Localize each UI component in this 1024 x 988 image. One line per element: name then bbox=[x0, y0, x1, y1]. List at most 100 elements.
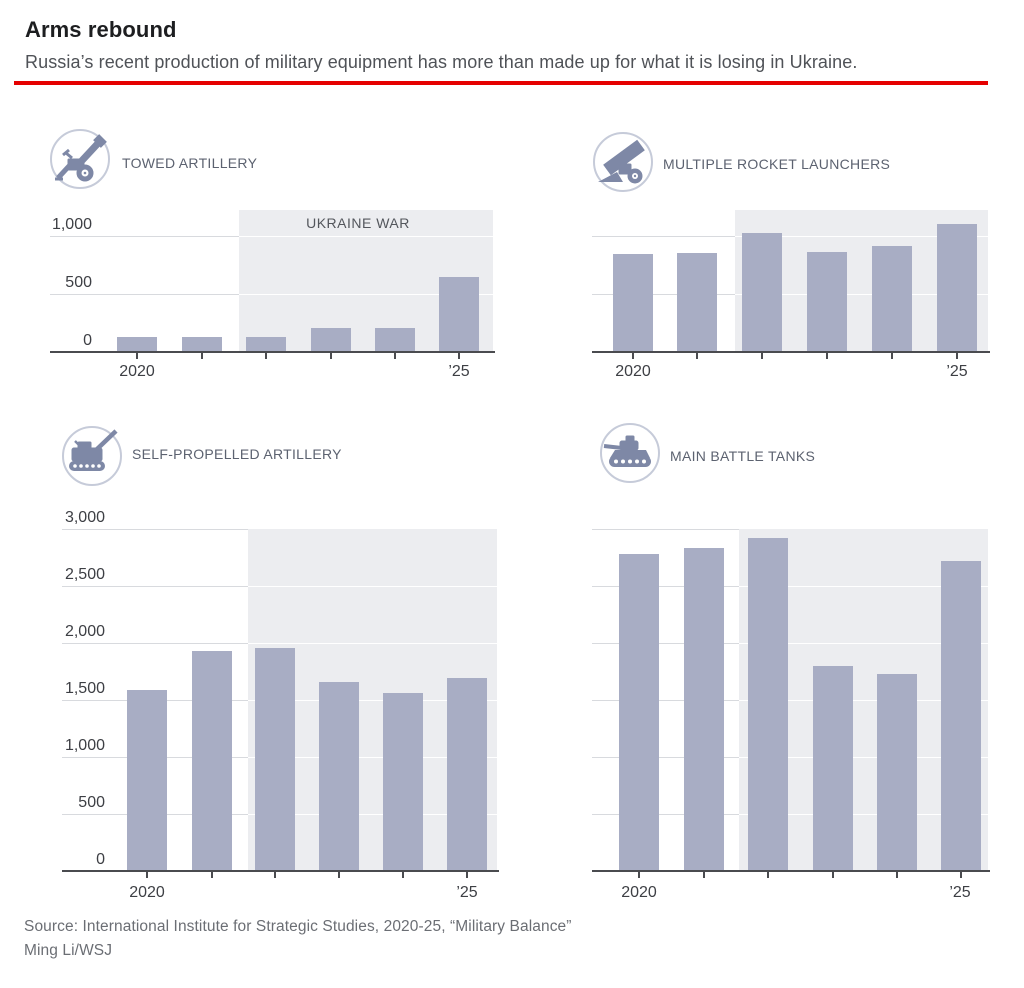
bar-2024 bbox=[375, 328, 415, 352]
axis-tick bbox=[274, 872, 276, 878]
axis-tick bbox=[767, 872, 769, 878]
axis-tick bbox=[466, 872, 468, 878]
bar-2022 bbox=[255, 648, 295, 871]
x-axis-label: ’25 bbox=[949, 884, 971, 901]
bar-2021 bbox=[677, 253, 717, 352]
bar-2023 bbox=[813, 666, 853, 871]
main-battle-tank-icon bbox=[600, 423, 660, 483]
accent-rule bbox=[14, 81, 988, 85]
axis-baseline bbox=[50, 351, 495, 353]
self-propelled-artillery-icon bbox=[62, 426, 122, 486]
bar-2023 bbox=[807, 252, 847, 352]
axis-tick bbox=[761, 353, 763, 359]
y-axis-label: 3,000 bbox=[64, 509, 105, 526]
multiple-rocket-launcher-icon bbox=[593, 132, 653, 192]
bar-2021 bbox=[182, 337, 222, 352]
axis-tick bbox=[891, 353, 893, 359]
bar-2023 bbox=[319, 682, 359, 871]
chart-title-self-propelled-artillery: SELF-PROPELLED ARTILLERY bbox=[132, 446, 342, 462]
bar-2024 bbox=[383, 693, 423, 871]
bar-2024 bbox=[877, 674, 917, 871]
bar-2020 bbox=[619, 554, 659, 871]
towed-artillery-icon bbox=[50, 129, 110, 189]
page-title: Arms rebound bbox=[25, 17, 177, 42]
y-axis-label: 1,000 bbox=[64, 737, 105, 754]
axis-tick bbox=[458, 353, 460, 359]
bar-2022 bbox=[246, 337, 286, 352]
bar-2020 bbox=[127, 690, 167, 871]
bar-2021 bbox=[684, 548, 724, 871]
bar-2025 bbox=[447, 678, 487, 871]
gridline-in-shading bbox=[735, 293, 988, 295]
axis-tick bbox=[696, 353, 698, 359]
axis-tick bbox=[338, 872, 340, 878]
y-axis-label: 0 bbox=[96, 851, 105, 868]
source-line: Source: International Institute for Stra… bbox=[24, 918, 572, 935]
credit-line: Ming Li/WSJ bbox=[24, 942, 113, 959]
chart-title-multiple-rocket-launchers: MULTIPLE ROCKET LAUNCHERS bbox=[663, 156, 891, 172]
axis-tick bbox=[638, 872, 640, 878]
gridline-in-shading bbox=[739, 700, 988, 701]
axis-baseline bbox=[592, 870, 990, 872]
gridline-in-shading bbox=[248, 586, 497, 587]
gridline-in-shading bbox=[739, 643, 988, 644]
axis-tick bbox=[265, 353, 267, 359]
gridline-in-shading bbox=[239, 235, 493, 237]
axis-tick bbox=[703, 872, 705, 878]
bar-2022 bbox=[742, 233, 782, 352]
x-axis-label: 2020 bbox=[129, 884, 165, 901]
bar-2024 bbox=[872, 246, 912, 352]
gridline-in-shading bbox=[735, 235, 988, 237]
y-axis-label: 0 bbox=[83, 332, 92, 349]
y-axis-label: 1,500 bbox=[64, 680, 105, 697]
y-axis-label: 2,500 bbox=[64, 566, 105, 583]
y-axis-label: 1,000 bbox=[51, 215, 92, 233]
x-axis-label: 2020 bbox=[615, 363, 651, 380]
axis-tick bbox=[826, 353, 828, 359]
axis-tick bbox=[394, 353, 396, 359]
axis-tick bbox=[146, 872, 148, 878]
x-axis-label: 2020 bbox=[119, 363, 155, 380]
axis-baseline bbox=[592, 351, 990, 353]
x-axis-label: ’25 bbox=[448, 363, 470, 380]
axis-tick bbox=[402, 872, 404, 878]
gridline-in-shading bbox=[239, 293, 493, 295]
gridline-in-shading bbox=[739, 814, 988, 815]
x-axis-label: ’25 bbox=[946, 363, 968, 380]
axis-tick bbox=[330, 353, 332, 359]
page-subtitle: Russia’s recent production of military e… bbox=[25, 52, 858, 72]
axis-baseline bbox=[62, 870, 499, 872]
x-axis-label: 2020 bbox=[621, 884, 657, 901]
axis-tick bbox=[896, 872, 898, 878]
gridline-in-shading bbox=[248, 814, 497, 815]
bar-2020 bbox=[613, 254, 653, 352]
bar-2023 bbox=[311, 328, 351, 352]
gridline-in-shading bbox=[248, 643, 497, 644]
y-axis-label: 500 bbox=[65, 273, 92, 291]
bar-2025 bbox=[937, 224, 977, 352]
bar-2021 bbox=[192, 651, 232, 871]
bar-2022 bbox=[748, 538, 788, 871]
ukraine-war-annotation: UKRAINE WAR bbox=[306, 215, 410, 231]
axis-tick bbox=[956, 353, 958, 359]
axis-tick bbox=[832, 872, 834, 878]
axis-tick bbox=[960, 872, 962, 878]
gridline-in-shading bbox=[739, 586, 988, 587]
bar-2025 bbox=[941, 561, 981, 871]
y-axis-label: 2,000 bbox=[64, 623, 105, 640]
gridline-in-shading bbox=[248, 757, 497, 758]
x-axis-label: ’25 bbox=[456, 884, 478, 901]
axis-tick bbox=[211, 872, 213, 878]
chart-title-towed-artillery: TOWED ARTILLERY bbox=[122, 155, 258, 171]
y-axis-label: 500 bbox=[78, 794, 105, 811]
axis-tick bbox=[201, 353, 203, 359]
axis-tick bbox=[136, 353, 138, 359]
bar-2025 bbox=[439, 277, 479, 352]
gridline-in-shading bbox=[739, 757, 988, 758]
chart-title-main-battle-tanks: MAIN BATTLE TANKS bbox=[670, 448, 816, 464]
axis-tick bbox=[632, 353, 634, 359]
bar-2020 bbox=[117, 337, 157, 352]
gridline-in-shading bbox=[248, 700, 497, 701]
